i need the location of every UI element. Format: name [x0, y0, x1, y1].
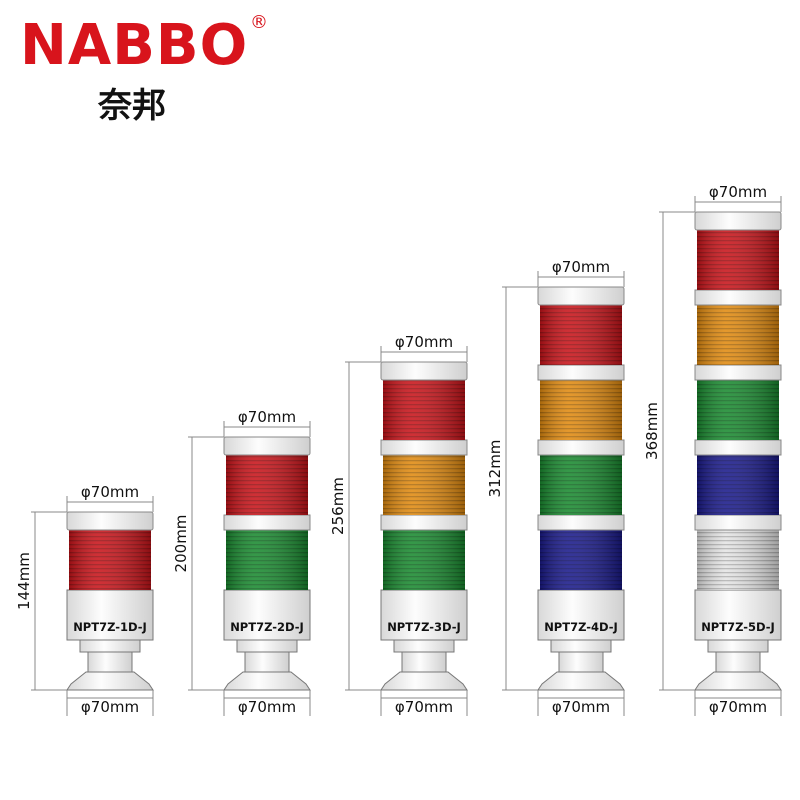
height-label: 256mm	[329, 477, 347, 535]
height-label: 144mm	[15, 552, 33, 610]
stem	[87, 651, 133, 673]
top-cap	[694, 211, 782, 231]
body	[380, 589, 468, 641]
tier-shade	[697, 230, 779, 290]
model-label: NPT7Z-2D-J	[230, 620, 304, 634]
collar	[236, 639, 298, 653]
bottom-diameter: φ70mm	[238, 698, 296, 716]
separator	[694, 364, 782, 381]
tower: NPT7Z-5D-J 368mm φ70mm φ70mm	[643, 183, 782, 716]
collar	[707, 639, 769, 653]
logo: NABBO	[20, 13, 248, 78]
towers: NPT7Z-1D-J 144mm φ70mm φ70mm NPT7Z-2D-J 200mm…	[15, 183, 782, 716]
top-cap	[223, 436, 311, 456]
collar	[393, 639, 455, 653]
top-diameter: φ70mm	[81, 483, 139, 501]
tier-shade	[697, 380, 779, 440]
tier-shade	[697, 455, 779, 515]
top-diameter: φ70mm	[552, 258, 610, 276]
tier-shade	[383, 380, 465, 440]
bottom-diameter: φ70mm	[709, 698, 767, 716]
bottom-diameter: φ70mm	[552, 698, 610, 716]
model-label: NPT7Z-1D-J	[73, 620, 147, 634]
tier-shade	[697, 530, 779, 590]
top-diameter: φ70mm	[395, 333, 453, 351]
tier-shade	[697, 305, 779, 365]
separator	[223, 514, 311, 531]
top-diameter: φ70mm	[238, 408, 296, 426]
top-cap	[380, 361, 468, 381]
tier-shade	[540, 455, 622, 515]
height-label: 200mm	[172, 515, 190, 573]
body	[537, 589, 625, 641]
foot	[380, 671, 468, 691]
bottom-diameter: φ70mm	[81, 698, 139, 716]
tier-shade	[226, 455, 308, 515]
separator	[537, 364, 625, 381]
body	[66, 589, 154, 641]
top-cap	[66, 511, 154, 531]
separator	[694, 289, 782, 306]
separator	[380, 514, 468, 531]
tower: NPT7Z-2D-J 200mm φ70mm φ70mm	[172, 408, 311, 716]
separator	[537, 439, 625, 456]
tower: NPT7Z-3D-J 256mm φ70mm φ70mm	[329, 333, 468, 716]
top-diameter: φ70mm	[709, 183, 767, 201]
top-cap	[537, 286, 625, 306]
collar	[79, 639, 141, 653]
tier-shade	[226, 530, 308, 590]
bottom-diameter: φ70mm	[395, 698, 453, 716]
stem	[244, 651, 290, 673]
tier-shade	[540, 305, 622, 365]
collar	[550, 639, 612, 653]
stem	[715, 651, 761, 673]
model-label: NPT7Z-4D-J	[544, 620, 618, 634]
foot	[537, 671, 625, 691]
tier-shade	[540, 530, 622, 590]
brand-chinese: 奈邦	[97, 86, 166, 126]
tier-shade	[69, 530, 151, 590]
tier-shade	[383, 455, 465, 515]
tower: NPT7Z-4D-J 312mm φ70mm φ70mm	[486, 258, 625, 716]
body	[223, 589, 311, 641]
stem	[558, 651, 604, 673]
tower: NPT7Z-1D-J 144mm φ70mm φ70mm	[15, 483, 154, 716]
separator	[380, 439, 468, 456]
stem	[401, 651, 447, 673]
foot	[66, 671, 154, 691]
separator	[694, 439, 782, 456]
foot	[223, 671, 311, 691]
model-label: NPT7Z-3D-J	[387, 620, 461, 634]
model-label: NPT7Z-5D-J	[701, 620, 775, 634]
tier-shade	[540, 380, 622, 440]
foot	[694, 671, 782, 691]
registered-mark: ®	[250, 12, 268, 33]
body	[694, 589, 782, 641]
tier-shade	[383, 530, 465, 590]
height-label: 312mm	[486, 440, 504, 498]
separator	[694, 514, 782, 531]
separator	[537, 514, 625, 531]
height-label: 368mm	[643, 402, 661, 460]
